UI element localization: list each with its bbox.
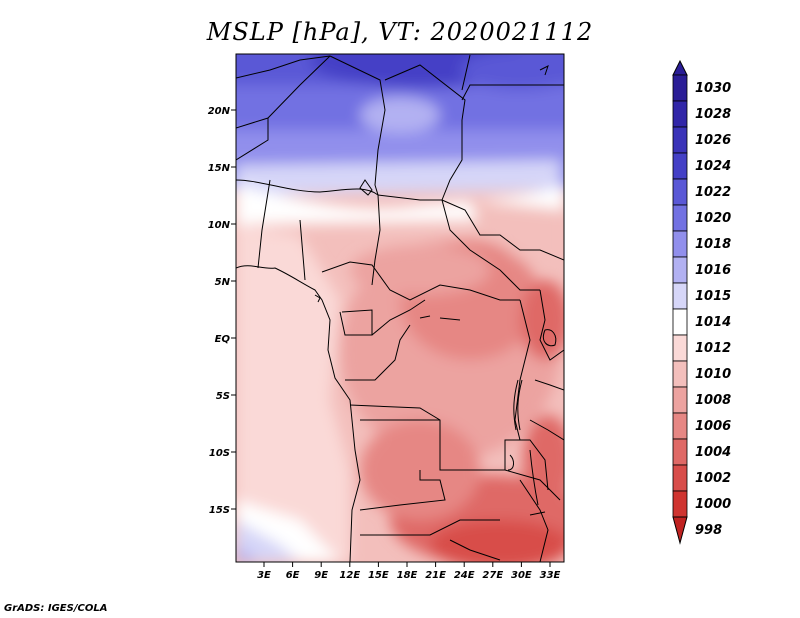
map-frame bbox=[235, 53, 565, 563]
grads-credit: GrADS: IGES/COLA bbox=[4, 603, 108, 614]
colorbar-label: 1016 bbox=[695, 263, 731, 278]
lat-tick-label: 15S bbox=[209, 505, 230, 516]
colorbar-segment bbox=[672, 152, 688, 180]
lon-tick-label: 9E bbox=[314, 570, 328, 581]
colorbar-segment bbox=[672, 334, 688, 362]
colorbar-segment bbox=[672, 204, 688, 232]
colorbar-segment bbox=[672, 256, 688, 284]
colorbar-label: 1012 bbox=[695, 341, 731, 356]
country-borders bbox=[236, 54, 564, 562]
colorbar-segment bbox=[672, 386, 688, 414]
lon-tick-label: 6E bbox=[286, 570, 300, 581]
colorbar-label: 1000 bbox=[695, 497, 731, 512]
colorbar-label: 1014 bbox=[695, 315, 731, 330]
colorbar-segment bbox=[672, 412, 688, 440]
colorbar-segment bbox=[672, 100, 688, 128]
lon-tick-label: 12E bbox=[339, 570, 360, 581]
lat-tick-label: 10S bbox=[209, 448, 230, 459]
lon-tick-label: 24E bbox=[454, 570, 475, 581]
colorbar-label: 1002 bbox=[695, 471, 731, 486]
colorbar: 1030 1028 1026 1024 1022 1020 1018 1016 1015 1014… bbox=[672, 59, 731, 545]
lon-tick-label: 30E bbox=[511, 570, 532, 581]
colorbar-arrow-bottom bbox=[672, 516, 688, 545]
colorbar-segment bbox=[672, 308, 688, 336]
colorbar-label: 1030 bbox=[695, 81, 731, 96]
lon-tick-label: 21E bbox=[425, 570, 446, 581]
lat-tick-label: 5S bbox=[216, 391, 230, 402]
lon-tick-label: 27E bbox=[482, 570, 503, 581]
colorbar-segment bbox=[672, 282, 688, 310]
colorbar-label: 1010 bbox=[695, 367, 731, 382]
colorbar-label: 1020 bbox=[695, 211, 731, 226]
colorbar-label: 1018 bbox=[695, 237, 731, 252]
colorbar-label: 1028 bbox=[695, 107, 731, 122]
lon-tick-label: 18E bbox=[397, 570, 418, 581]
lat-tick-label: 10N bbox=[208, 220, 231, 231]
lon-tick-label: 3E bbox=[257, 570, 271, 581]
lat-tick-label: 5N bbox=[215, 277, 231, 288]
lat-tick-label: EQ bbox=[215, 334, 231, 345]
colorbar-label: 1026 bbox=[695, 133, 731, 148]
latitude-axis: 20N 15N 10N 5N EQ 5S 10S 15S bbox=[208, 106, 236, 516]
pressure-field bbox=[236, 54, 564, 562]
colorbar-segment bbox=[672, 464, 688, 492]
colorbar-label: 1022 bbox=[695, 185, 731, 200]
longitude-axis: 3E 6E 9E 12E 15E 18E 21E 24E 27E 30E 33E bbox=[257, 562, 561, 581]
colorbar-arrow-top bbox=[672, 59, 688, 76]
colorbar-label: 998 bbox=[695, 523, 722, 538]
colorbar-label: 1006 bbox=[695, 419, 731, 434]
colorbar-segment bbox=[672, 438, 688, 466]
map-title: MSLP [hPa], VT: 2020021112 bbox=[206, 18, 594, 46]
colorbar-segment bbox=[672, 490, 688, 518]
colorbar-segment bbox=[672, 126, 688, 154]
colorbar-label: 1004 bbox=[695, 445, 731, 460]
lat-tick-label: 15N bbox=[208, 163, 231, 174]
lat-tick-label: 20N bbox=[208, 106, 231, 117]
colorbar-label: 1008 bbox=[695, 393, 731, 408]
colorbar-label: 1024 bbox=[695, 159, 731, 174]
colorbar-segment bbox=[672, 178, 688, 206]
colorbar-segment bbox=[672, 74, 688, 102]
colorbar-segment bbox=[672, 230, 688, 258]
lon-tick-label: 33E bbox=[540, 570, 561, 581]
colorbar-segment bbox=[672, 360, 688, 388]
colorbar-label: 1015 bbox=[695, 289, 731, 304]
lon-tick-label: 15E bbox=[368, 570, 389, 581]
